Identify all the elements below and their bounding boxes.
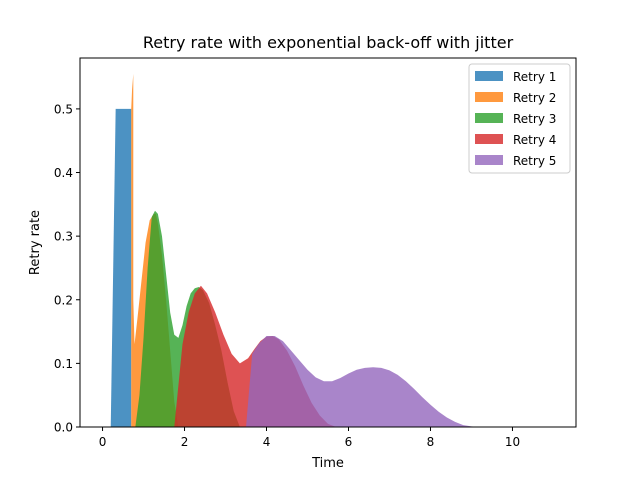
legend-swatch-3 [475,113,503,123]
y-tick-label: 0.4 [54,166,73,180]
chart-title: Retry rate with exponential back-off wit… [143,33,514,52]
area-layer [110,73,480,428]
y-axis-ticks: 0.0 0.1 0.2 0.3 0.4 0.5 [54,102,80,435]
legend-swatch-5 [475,155,503,165]
plot-frame [79,57,577,428]
x-tick-label: 6 [345,435,353,449]
y-tick-label: 0.3 [54,230,73,244]
legend-box [468,63,571,174]
x-tick-label: 0 [99,435,107,449]
area-series-5 [246,336,480,427]
legend-swatch-2 [475,92,503,102]
y-tick-label: 0.2 [54,293,73,307]
x-axis-ticks: 0 2 4 6 8 10 [99,427,520,449]
legend-swatch-4 [475,134,503,144]
x-tick-label: 4 [263,435,271,449]
legend-label-4: Retry 4 [513,133,556,147]
legend-swatch-1 [475,71,503,81]
y-tick-label: 0.0 [54,421,73,435]
y-tick-label: 0.5 [54,102,73,116]
legend-label-5: Retry 5 [513,154,556,168]
y-axis-label: Retry rate [28,210,43,275]
legend-label-1: Retry 1 [513,70,556,84]
legend-label-2: Retry 2 [513,91,556,105]
x-tick-label: 10 [505,435,520,449]
y-tick-label: 0.1 [54,357,73,371]
x-axis-label: Time [311,456,344,471]
x-tick-label: 2 [181,435,189,449]
x-tick-label: 8 [427,435,435,449]
area-series-1 [110,108,132,428]
legend-label-3: Retry 3 [513,112,556,126]
legend: Retry 1 Retry 2 Retry 3 Retry 4 Retry 5 [468,63,571,174]
